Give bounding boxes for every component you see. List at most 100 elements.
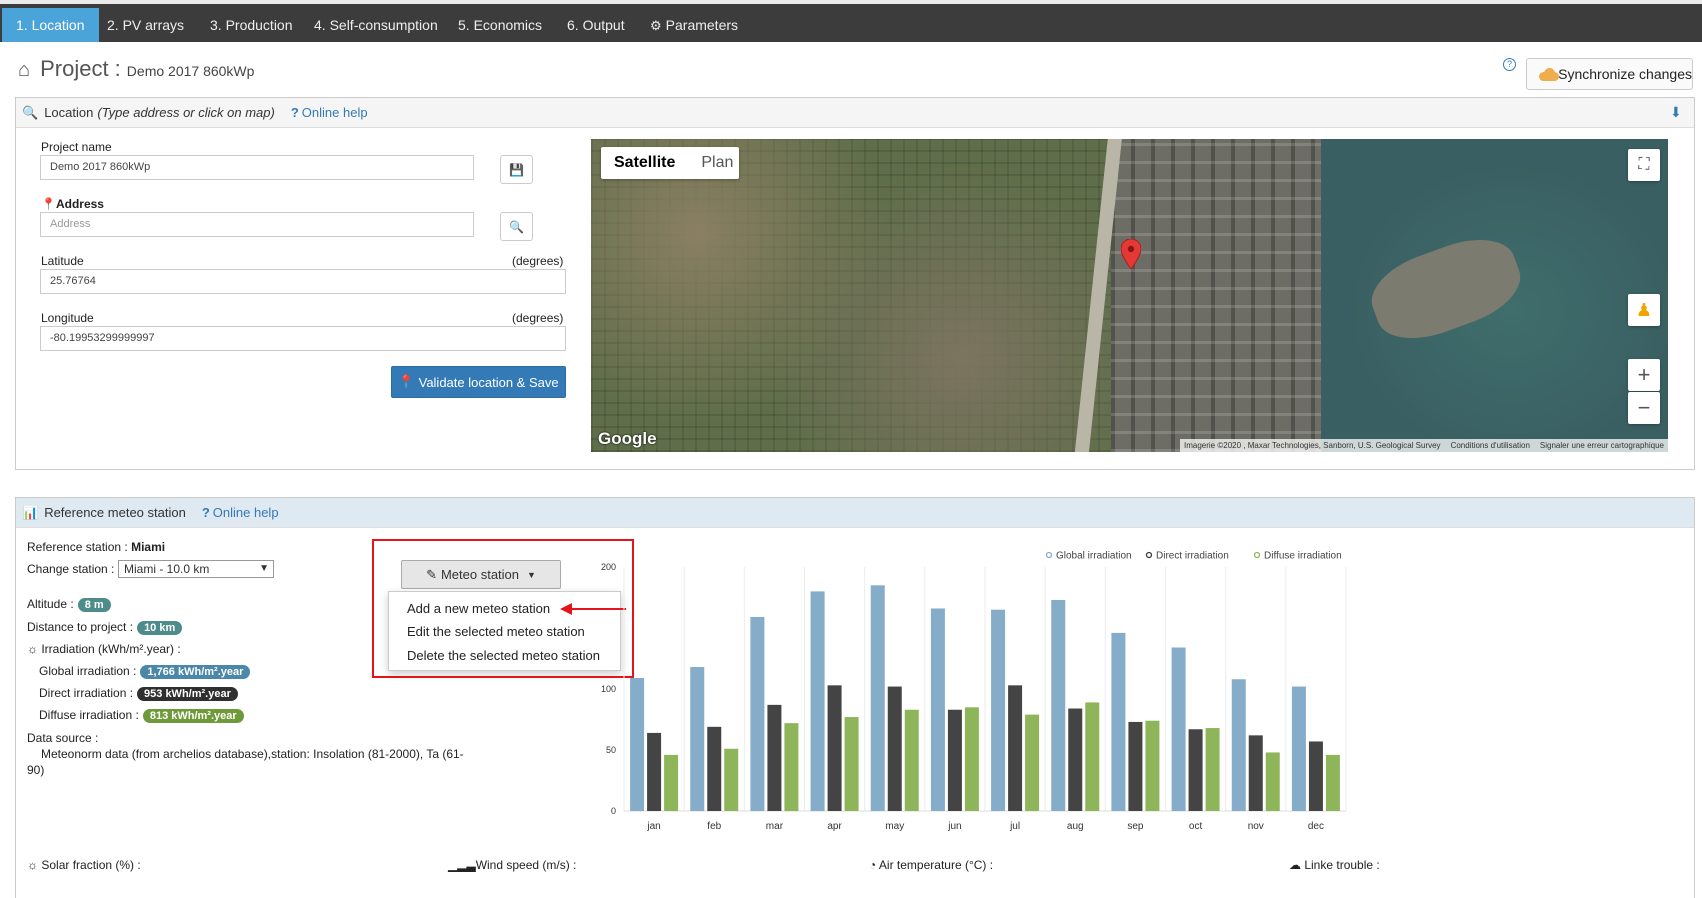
fullscreen-icon: ⛶ bbox=[1638, 156, 1650, 173]
chart-bar bbox=[647, 732, 662, 811]
map-city-area bbox=[591, 139, 1121, 452]
chart-bar bbox=[810, 591, 825, 811]
irradiation-chart: 0 50 100 200 jan feb mar apr may jun jul aug sep oct n… bbox=[601, 551, 1347, 832]
legend-marker bbox=[1253, 551, 1261, 559]
chart-bar bbox=[1205, 728, 1220, 811]
tab-production[interactable]: 3. Production bbox=[210, 17, 293, 33]
search-location-icon: 🔍 bbox=[22, 104, 39, 120]
x-tick-label: sep bbox=[1127, 821, 1144, 832]
meteo-online-help-link[interactable]: ? Online help bbox=[202, 505, 279, 520]
map[interactable]: Satellite Plan ⛶ ♟ + − Google Imagerie ©… bbox=[591, 139, 1668, 452]
distance-label: Distance to project : bbox=[27, 620, 134, 634]
x-tick-label: oct bbox=[1189, 821, 1203, 832]
global-irradiation-label: Global irradiation : bbox=[39, 664, 137, 678]
wind-speed-label-row: ▁▂▃Wind speed (m/s) : bbox=[448, 858, 576, 872]
diffuse-irradiation-row: Diffuse irradiation :813 kWh/m².year bbox=[39, 708, 244, 723]
chart-bar bbox=[1145, 720, 1160, 811]
address-input[interactable]: Address bbox=[40, 212, 474, 237]
wind-speed-label: Wind speed (m/s) : bbox=[475, 858, 577, 872]
menu-item-edit[interactable]: Edit the selected meteo station bbox=[407, 624, 585, 639]
menu-item-delete[interactable]: Delete the selected meteo station bbox=[407, 648, 600, 663]
chart-bar bbox=[904, 709, 919, 811]
report-link[interactable]: Signaler une erreur cartographique bbox=[1539, 441, 1664, 450]
online-help-link[interactable]: ? Online help bbox=[291, 105, 368, 120]
longitude-field[interactable]: -80.19953299999997 bbox=[40, 326, 566, 351]
project-header: ⌂ Project : Demo 2017 860kWp bbox=[18, 56, 254, 86]
chevron-down-icon: ▼ bbox=[259, 563, 269, 574]
irradiation-row: ☼ Irradiation (kWh/m².year) : bbox=[27, 642, 181, 656]
chart-bar bbox=[724, 748, 739, 811]
data-source-value: Meteonorm data (from archelios database)… bbox=[27, 746, 467, 778]
chart-bar bbox=[1008, 685, 1023, 811]
chart-bar bbox=[1231, 679, 1246, 811]
tab-parameters[interactable]: ⚙ Parameters bbox=[636, 8, 752, 42]
synchronize-label: Synchronize changes bbox=[1558, 66, 1692, 82]
meteo-panel: 📊 Reference meteo station ? Online help bbox=[15, 497, 1695, 898]
address-label: Address bbox=[55, 197, 104, 211]
address-label-row: 📍Address bbox=[41, 197, 104, 211]
tab-location[interactable]: 1. Location bbox=[2, 8, 99, 42]
change-station-label: Change station : bbox=[27, 562, 115, 576]
x-tick-label: mar bbox=[766, 821, 784, 832]
x-tick-label: dec bbox=[1308, 821, 1324, 832]
download-icon[interactable]: ⬇ bbox=[1670, 104, 1682, 120]
map-downtown-area bbox=[1111, 139, 1341, 452]
chart-bar bbox=[1068, 708, 1083, 811]
latitude-field[interactable]: 25.76764 bbox=[40, 269, 566, 294]
question-icon: ? bbox=[201, 505, 210, 520]
zoom-out-button[interactable]: − bbox=[1628, 392, 1660, 424]
zoom-in-button[interactable]: + bbox=[1628, 359, 1660, 391]
top-nav: 1. Location 2. PV arrays 3. Production 4… bbox=[0, 0, 1702, 42]
chart-bar bbox=[1128, 721, 1143, 811]
online-help-label: Online help bbox=[301, 105, 368, 120]
fullscreen-button[interactable]: ⛶ bbox=[1628, 149, 1660, 181]
meteo-station-button[interactable]: ✎ Meteo station ▼ bbox=[401, 560, 561, 589]
tab-output[interactable]: 6. Output bbox=[567, 17, 625, 33]
chart-bar bbox=[1265, 752, 1280, 811]
satellite-button[interactable]: Satellite bbox=[614, 154, 676, 171]
air-temperature-label: Air temperature (°C) : bbox=[878, 858, 994, 872]
menu-item-add[interactable]: Add a new meteo station bbox=[407, 601, 551, 616]
chart-bar bbox=[1308, 741, 1323, 811]
solar-fraction-label: Solar fraction (%) : bbox=[41, 858, 141, 872]
save-name-button[interactable]: 💾 bbox=[500, 155, 533, 184]
plus-icon: + bbox=[1637, 362, 1651, 387]
terms-link[interactable]: Conditions d'utilisation bbox=[1450, 441, 1530, 450]
chart-bar bbox=[767, 704, 782, 811]
chart-bar bbox=[827, 685, 842, 811]
help-icon[interactable]: ? bbox=[1503, 58, 1516, 71]
map-pin-icon[interactable] bbox=[1121, 239, 1141, 269]
air-temperature-label-row: ◔ Air temperature (°C) : bbox=[869, 858, 993, 872]
linke-trouble-label: Linke trouble : bbox=[1304, 858, 1380, 872]
tab-economics[interactable]: 5. Economics bbox=[458, 17, 543, 33]
search-address-button[interactable]: 🔍 bbox=[500, 212, 533, 241]
map-marker-icon: 📍 bbox=[398, 374, 415, 389]
plan-button[interactable]: Plan bbox=[701, 154, 734, 171]
chart-bar bbox=[1111, 632, 1126, 811]
longitude-unit: (degrees) bbox=[512, 311, 564, 325]
annotation-arrow bbox=[560, 603, 626, 615]
tab-self-consumption[interactable]: 4. Self-consumption bbox=[314, 17, 438, 33]
pegman-button[interactable]: ♟ bbox=[1628, 294, 1660, 326]
synchronize-button[interactable]: Synchronize changes bbox=[1526, 58, 1693, 90]
chart-bar bbox=[750, 617, 765, 811]
cloud-sync-icon bbox=[1537, 67, 1559, 81]
validate-save-button[interactable]: 📍 Validate location & Save bbox=[391, 366, 566, 398]
latitude-unit: (degrees) bbox=[512, 254, 564, 268]
chart-bar bbox=[1248, 735, 1263, 811]
page-title: Project : bbox=[40, 56, 121, 81]
chart-bar bbox=[1171, 647, 1186, 811]
chart-bar bbox=[1325, 754, 1340, 811]
legend-marker bbox=[1045, 551, 1053, 559]
dashboard-icon: ◔ bbox=[869, 858, 877, 872]
chart-bar bbox=[1051, 599, 1066, 811]
search-icon: 🔍 bbox=[509, 219, 524, 234]
distance-row: Distance to project :10 km bbox=[27, 620, 183, 635]
chart-bar bbox=[690, 667, 705, 811]
project-name-field[interactable]: Demo 2017 860kWp bbox=[40, 155, 474, 180]
question-icon: ? bbox=[290, 105, 299, 120]
tab-parameters-label: Parameters bbox=[665, 17, 739, 33]
chart-bar bbox=[707, 726, 722, 811]
tab-pv-arrays[interactable]: 2. PV arrays bbox=[107, 17, 185, 33]
change-station-select[interactable]: Miami - 10.0 km ▼ bbox=[118, 560, 274, 578]
